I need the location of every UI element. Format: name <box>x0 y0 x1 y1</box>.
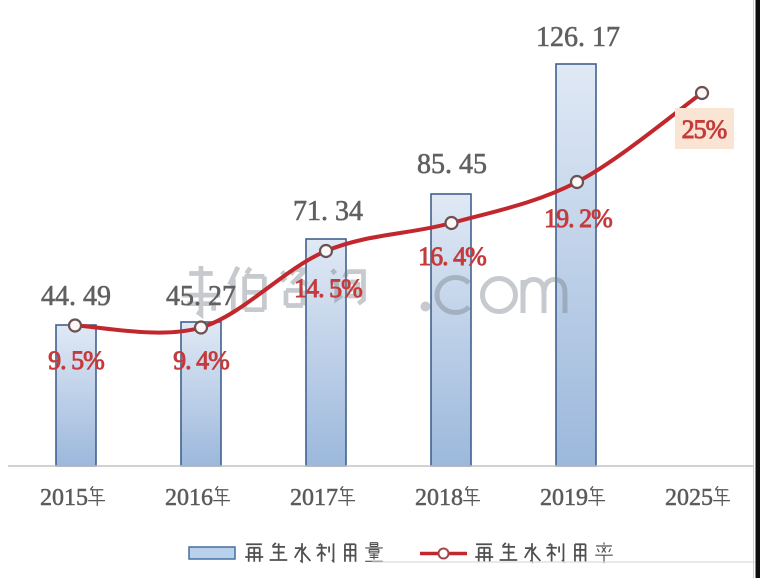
svg-text:2016: 2016 <box>165 485 213 511</box>
svg-text:85. 45: 85. 45 <box>417 149 487 180</box>
svg-text:44. 49: 44. 49 <box>41 281 111 312</box>
svg-text:2019: 2019 <box>540 485 588 511</box>
svg-text:71. 34: 71. 34 <box>293 196 363 227</box>
svg-text:2025: 2025 <box>665 485 713 511</box>
svg-text:45. 27: 45. 27 <box>166 281 236 312</box>
svg-text:9. 4%: 9. 4% <box>173 346 229 375</box>
svg-text:2018: 2018 <box>415 485 463 511</box>
svg-text:16. 4%: 16. 4% <box>418 242 486 271</box>
svg-text:14. 5%: 14. 5% <box>294 274 362 303</box>
svg-text:2015: 2015 <box>40 485 88 511</box>
svg-text:2017: 2017 <box>290 485 338 511</box>
svg-text:9. 5%: 9. 5% <box>48 346 104 375</box>
svg-text:19. 2%: 19. 2% <box>544 204 612 233</box>
svg-text:126. 17: 126. 17 <box>536 22 620 53</box>
svg-text:25%: 25% <box>682 115 727 144</box>
